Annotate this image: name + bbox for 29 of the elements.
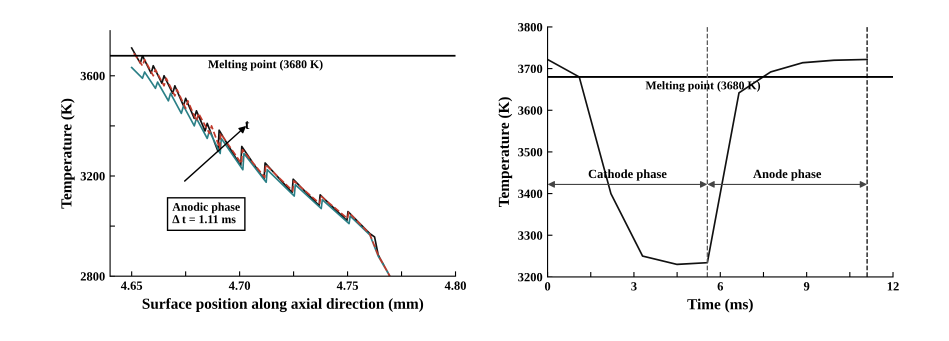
x-tick-label: 4.75 bbox=[336, 282, 358, 290]
y-axis-title: Temperature (K) bbox=[60, 98, 75, 209]
y-tick-label: 3200 bbox=[80, 172, 105, 180]
y-tick-label: 3600 bbox=[80, 72, 105, 80]
y-tick-label: 3600 bbox=[518, 106, 542, 115]
x-axis-title: Time (ms) bbox=[687, 298, 753, 312]
y-axis-title: Temperature (K) bbox=[498, 97, 512, 208]
text: 4.70 bbox=[228, 281, 250, 290]
x-tick-label: 3 bbox=[631, 282, 637, 291]
y-tick-label: 3300 bbox=[518, 231, 542, 240]
text: 4.80 bbox=[444, 281, 466, 290]
line-series bbox=[548, 58, 868, 266]
x-tick-label: 0 bbox=[544, 282, 550, 291]
x-tick-label: 12 bbox=[888, 282, 899, 290]
y-tick-label: 3700 bbox=[518, 64, 542, 74]
x-tick-label: 4.65 bbox=[120, 281, 142, 290]
ref-line-label: Melting point (3680 K) bbox=[646, 81, 760, 92]
y-tick-label: 2800 bbox=[80, 272, 105, 281]
x-axis-title: Surface position along axial direction (mm) bbox=[142, 298, 424, 312]
annotation: Anode phase bbox=[753, 169, 822, 181]
annotation: Anodic phase Δ t = 1.11 ms bbox=[172, 202, 240, 224]
ref-line-label: Melting point (3680 K) bbox=[208, 60, 323, 71]
y-tick-label: 3500 bbox=[518, 148, 542, 156]
x-tick-label: 6 bbox=[718, 282, 724, 291]
y-tick-label: 3200 bbox=[518, 272, 542, 282]
x-tick-label: 9 bbox=[804, 282, 810, 291]
annotation: t bbox=[245, 121, 250, 130]
y-tick-label: 3400 bbox=[518, 190, 542, 198]
y-tick-label: 3800 bbox=[518, 22, 542, 32]
